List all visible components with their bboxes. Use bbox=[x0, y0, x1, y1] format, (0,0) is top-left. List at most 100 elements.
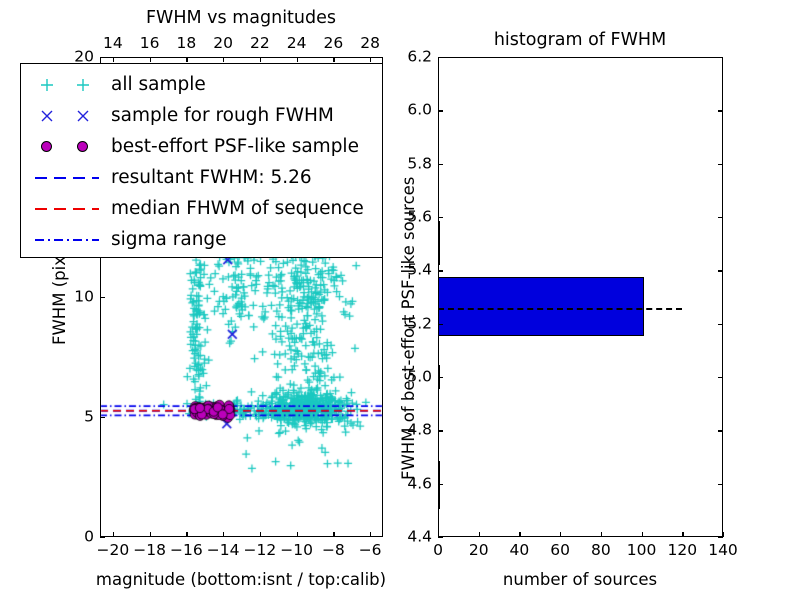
histogram-bar bbox=[438, 277, 644, 336]
legend-item-4[interactable]: median FHWM of sequence bbox=[25, 193, 382, 224]
hist-y-tick-label: 4.6 bbox=[407, 473, 432, 492]
hist-x-tick-mark bbox=[682, 532, 684, 537]
x-tick-label: −18 bbox=[133, 541, 166, 559]
legend-dashdot-icon bbox=[25, 224, 111, 255]
top-x-tick-mark bbox=[112, 57, 115, 62]
right-panel-xlabel: number of sources bbox=[502, 570, 658, 589]
x-tick-mark bbox=[112, 532, 115, 537]
y-tick-label: 0 bbox=[84, 527, 94, 546]
hist-y-tick-mark bbox=[438, 270, 443, 272]
x-tick-label: −8 bbox=[321, 541, 345, 559]
hist-y-tick-mark-right bbox=[718, 57, 723, 59]
x-tick-label: −16 bbox=[170, 541, 203, 559]
top-x-tick-label: 16 bbox=[139, 34, 160, 52]
x-tick-mark bbox=[370, 532, 372, 537]
hist-x-tick-label: 60 bbox=[550, 541, 571, 559]
hist-y-tick-mark bbox=[438, 537, 443, 539]
hist-y-tick-mark bbox=[438, 110, 443, 112]
top-x-tick-mark bbox=[259, 57, 262, 62]
x-tick-mark bbox=[296, 532, 298, 537]
hist-x-tick-label: 100 bbox=[626, 541, 657, 559]
legend-dot-marker bbox=[77, 141, 88, 152]
hist-x-tick-label: 140 bbox=[708, 541, 738, 559]
hist-x-tick-label: 40 bbox=[509, 541, 530, 559]
y-tick-mark bbox=[100, 537, 105, 539]
top-x-tick-label: 20 bbox=[213, 34, 233, 52]
hist-y-tick-mark bbox=[438, 377, 443, 379]
top-x-tick-label: 26 bbox=[323, 34, 344, 52]
hist-y-tick-mark-right bbox=[718, 323, 723, 325]
x-tick-mark bbox=[333, 532, 335, 537]
hist-y-tick-mark-right bbox=[718, 483, 723, 485]
top-x-tick-mark bbox=[333, 57, 335, 62]
hist-y-tick-mark-right bbox=[718, 163, 723, 165]
hist-x-tick-mark bbox=[723, 532, 725, 537]
hist-y-tick-mark bbox=[438, 57, 443, 59]
hist-x-tick-mark bbox=[600, 532, 603, 537]
top-x-tick-label: 14 bbox=[102, 34, 123, 52]
legend-item-label: median FHWM of sequence bbox=[111, 198, 364, 219]
hist-y-tick-mark bbox=[438, 430, 443, 432]
hist-y-tick-label: 5.0 bbox=[407, 367, 432, 386]
x-tick-mark bbox=[149, 532, 151, 537]
x-tick-label: −12 bbox=[243, 541, 277, 559]
legend-item-label: sigma range bbox=[111, 229, 227, 250]
hist-y-tick-label: 5.6 bbox=[407, 207, 432, 226]
hist-x-tick-mark bbox=[478, 532, 480, 537]
legend-item-label: resultant FWHM: 5.26 bbox=[111, 167, 312, 188]
histogram-bar bbox=[438, 221, 441, 265]
legend-item-2[interactable]: best-effort PSF-like sample bbox=[25, 131, 382, 162]
y-tick-mark bbox=[100, 297, 105, 299]
legend-item-3[interactable]: resultant FWHM: 5.26 bbox=[25, 162, 382, 193]
hist-x-tick-mark bbox=[560, 532, 562, 537]
hist-y-tick-mark-right bbox=[718, 270, 723, 272]
hist-y-tick-mark-right bbox=[718, 430, 723, 432]
top-x-tick-mark bbox=[149, 57, 151, 62]
hist-y-tick-label: 5.4 bbox=[407, 260, 432, 279]
y-tick-label: 10 bbox=[74, 287, 94, 306]
histogram-bar bbox=[438, 461, 441, 509]
hist-x-tick-label: 0 bbox=[433, 541, 443, 559]
top-x-tick-mark bbox=[370, 57, 372, 62]
legend-plus-icon bbox=[25, 69, 111, 100]
hist-y-tick-mark-right bbox=[718, 110, 723, 112]
legend[interactable]: all sample sample for rough FWHM best-effo… bbox=[20, 63, 383, 258]
hist-x-tick-label: 80 bbox=[590, 541, 611, 559]
hist-y-tick-label: 5.2 bbox=[407, 313, 432, 332]
left-panel-title: FWHM vs magnitudes bbox=[145, 8, 337, 28]
hist-y-tick-mark-right bbox=[718, 377, 723, 379]
top-x-tick-mark bbox=[223, 57, 225, 62]
hist-y-tick-label: 4.8 bbox=[407, 420, 432, 439]
hist-x-tick-mark bbox=[641, 532, 643, 537]
hist-y-tick-mark bbox=[438, 163, 443, 165]
legend-item-label: sample for rough FWHM bbox=[111, 105, 334, 126]
x-tick-label: −20 bbox=[96, 541, 130, 559]
legend-dot-icon bbox=[25, 131, 111, 162]
legend-item-label: all sample bbox=[111, 74, 206, 95]
y-tick-label: 20 bbox=[74, 47, 94, 66]
legend-cross-icon bbox=[25, 100, 111, 131]
top-x-tick-mark bbox=[296, 57, 298, 62]
x-tick-mark bbox=[259, 532, 262, 537]
legend-item-label: best-effort PSF-like sample bbox=[111, 136, 359, 157]
hist-y-tick-mark-right bbox=[718, 537, 723, 539]
legend-item-0[interactable]: all sample bbox=[25, 69, 382, 100]
hist-y-tick-mark bbox=[438, 217, 443, 219]
x-tick-mark bbox=[186, 532, 188, 537]
legend-item-5[interactable]: sigma range bbox=[25, 224, 382, 255]
legend-dot-marker bbox=[41, 141, 52, 152]
right-panel-title: histogram of FWHM bbox=[493, 30, 667, 50]
top-x-tick-label: 22 bbox=[250, 34, 270, 52]
hist-x-tick-label: 20 bbox=[468, 541, 489, 559]
top-x-tick-label: 28 bbox=[360, 34, 380, 52]
hist-y-tick-label: 5.8 bbox=[407, 153, 432, 172]
y-tick-mark bbox=[100, 57, 105, 59]
legend-dashed-icon bbox=[25, 162, 111, 193]
y-tick-mark bbox=[100, 417, 105, 419]
legend-item-1[interactable]: sample for rough FWHM bbox=[25, 100, 382, 131]
hist-x-tick-mark bbox=[438, 532, 440, 537]
left-panel-xlabel: magnitude (bottom:isnt / top:calib) bbox=[95, 570, 387, 589]
hist-y-tick-label: 6.2 bbox=[407, 47, 432, 66]
x-tick-label: −14 bbox=[206, 541, 240, 559]
